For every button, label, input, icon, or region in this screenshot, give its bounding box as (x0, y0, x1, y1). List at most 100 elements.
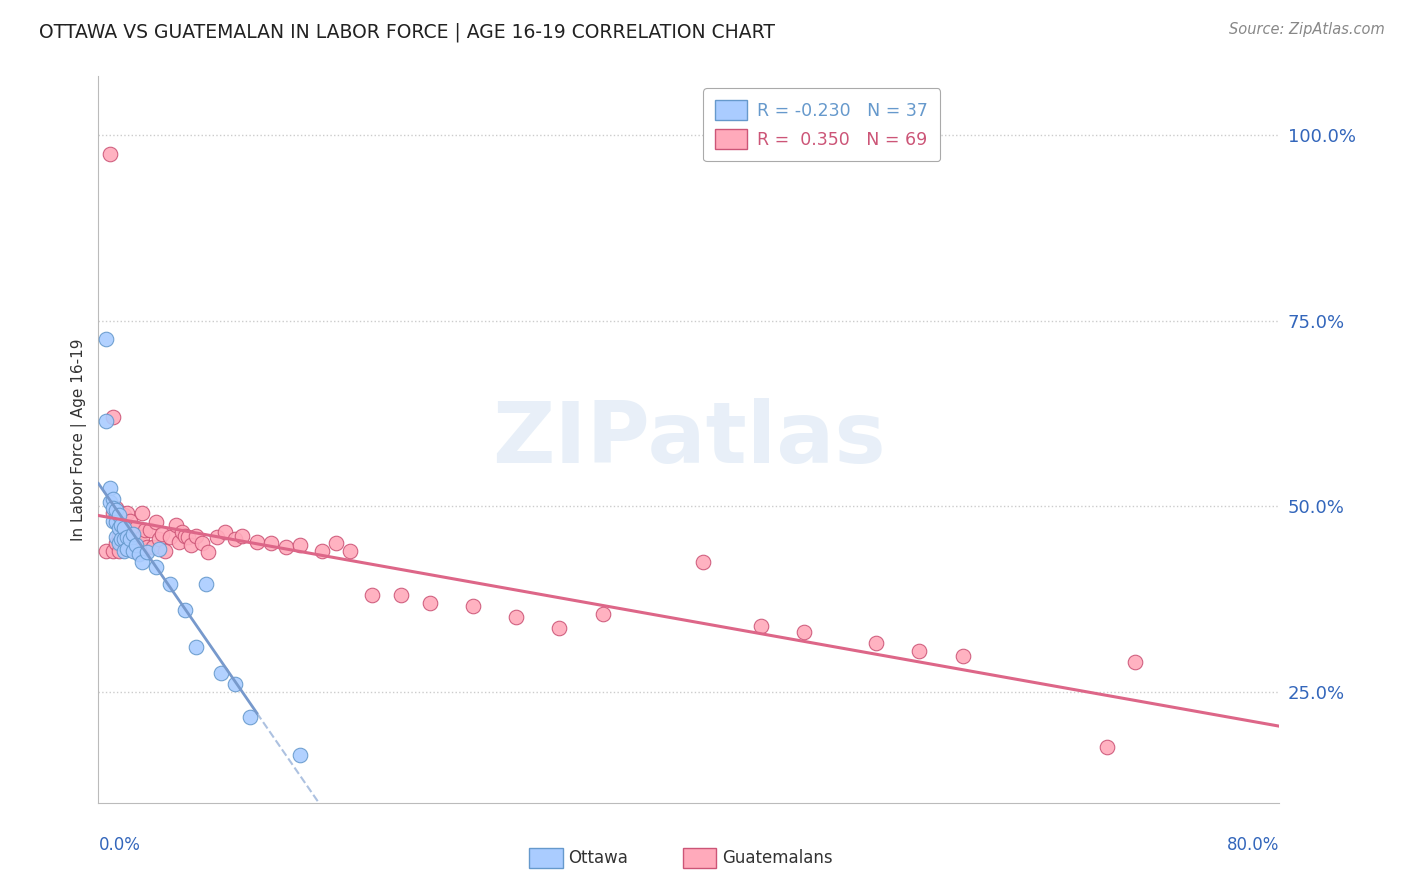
Point (101, 543, 124, 558)
Point (288, 747, 311, 762)
Point (419, 595, 441, 609)
Point (120, 514, 142, 528)
Point (101, 514, 124, 528)
Point (148, 533, 170, 547)
Point (134, 523, 156, 537)
Point (505, 610, 527, 624)
Point (195, 577, 218, 591)
Point (209, 665, 232, 680)
Point (120, 536, 142, 550)
Point (548, 622, 571, 636)
Point (122, 543, 145, 558)
Point (186, 529, 208, 543)
Point (94, 414, 117, 428)
Point (260, 536, 283, 550)
Point (205, 530, 228, 544)
Point (101, 507, 124, 521)
Text: Source: ZipAtlas.com: Source: ZipAtlas.com (1229, 22, 1385, 37)
Point (361, 588, 384, 602)
Point (145, 516, 167, 530)
Legend: R = -0.230   N = 37, R =  0.350   N = 69: R = -0.230 N = 37, R = 0.350 N = 69 (703, 88, 941, 161)
Point (139, 523, 162, 537)
Point (325, 536, 347, 550)
Point (339, 543, 361, 558)
Point (128, 538, 150, 552)
Point (104, 536, 127, 550)
Point (214, 524, 236, 539)
Point (112, 508, 135, 522)
Point (122, 536, 145, 550)
Point (1095, 740, 1118, 755)
Point (165, 517, 187, 532)
Point (107, 508, 129, 522)
Point (122, 527, 145, 541)
Point (173, 603, 195, 617)
Point (389, 588, 412, 602)
Point (94, 543, 117, 558)
Point (142, 540, 165, 554)
Y-axis label: In Labor Force | Age 16-19: In Labor Force | Age 16-19 (72, 338, 87, 541)
Point (125, 521, 148, 535)
FancyBboxPatch shape (530, 848, 562, 868)
Point (148, 542, 170, 557)
Point (110, 517, 132, 532)
Point (112, 543, 135, 558)
Point (461, 599, 484, 614)
Point (288, 538, 311, 552)
Point (177, 530, 200, 544)
Point (224, 677, 246, 691)
Point (125, 538, 148, 552)
Point (101, 500, 124, 515)
Point (115, 536, 138, 550)
Point (145, 560, 167, 574)
Point (153, 543, 176, 558)
Point (749, 619, 772, 633)
Text: 0.0%: 0.0% (98, 836, 141, 854)
Point (104, 530, 127, 544)
Text: ZIPatlas: ZIPatlas (492, 398, 886, 481)
Point (107, 536, 129, 550)
Point (115, 530, 138, 544)
Point (110, 536, 132, 550)
Point (131, 530, 153, 544)
Point (98, 481, 121, 495)
Point (107, 529, 129, 543)
Text: Ottawa: Ottawa (568, 849, 628, 867)
Point (125, 543, 148, 558)
Point (110, 533, 132, 547)
Point (98, 146, 121, 161)
Point (908, 644, 931, 658)
Point (112, 533, 135, 547)
Point (107, 505, 129, 519)
Point (136, 545, 159, 559)
Point (186, 640, 208, 654)
Text: 80.0%: 80.0% (1227, 836, 1279, 854)
Point (101, 491, 124, 506)
Point (122, 521, 145, 535)
Point (150, 527, 173, 541)
Point (191, 536, 214, 550)
Point (239, 710, 262, 724)
Point (692, 555, 714, 569)
Point (224, 533, 246, 547)
Point (120, 533, 142, 547)
Text: OTTAWA VS GUATEMALAN IN LABOR FORCE | AGE 16-19 CORRELATION CHART: OTTAWA VS GUATEMALAN IN LABOR FORCE | AG… (39, 22, 775, 42)
Point (136, 540, 159, 554)
Point (107, 521, 129, 535)
Point (167, 534, 190, 549)
Point (170, 524, 193, 539)
Point (1125, 655, 1147, 669)
Text: Guatemalans: Guatemalans (723, 849, 832, 867)
Point (159, 577, 181, 591)
Point (104, 500, 127, 515)
Point (311, 543, 333, 558)
Point (115, 507, 138, 521)
Point (274, 540, 297, 554)
Point (107, 543, 129, 558)
Point (131, 507, 153, 521)
Point (231, 529, 253, 543)
Point (173, 529, 195, 543)
Point (592, 607, 614, 621)
Point (104, 503, 127, 517)
Point (98, 495, 121, 509)
